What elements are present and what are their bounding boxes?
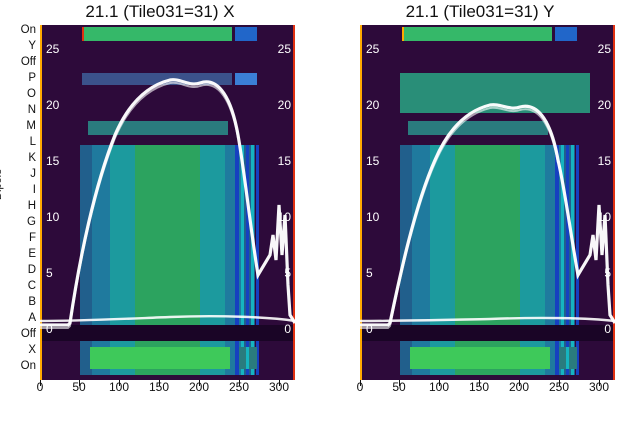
x-axis-ticks-y: 0 50 100 150 200 250 300 — [360, 380, 615, 400]
heatmap-plot-y[interactable]: 25 20 15 10 5 0 25 20 15 10 5 0 — [360, 25, 615, 380]
panel-y: 21.1 (Tile031=31) Y On Y Off P O ** N M … — [320, 0, 640, 440]
dipole-axis-label: Dipole — [0, 100, 4, 200]
row-labels-left-x: On Y Off P O N M L K J I H G F E D C B A… — [2, 25, 36, 380]
heatmap-plot-x[interactable]: 25 20 15 10 5 0 25 20 15 10 5 0 — [40, 25, 295, 380]
panel-x: 21.1 (Tile031=31) X On Y Off P O N M L K… — [0, 0, 320, 440]
panel-title-y: 21.1 (Tile031=31) Y — [320, 2, 640, 22]
x-axis-ticks-x: 0 50 100 150 200 250 300 — [40, 380, 295, 400]
panel-title-x: 21.1 (Tile031=31) X — [0, 2, 320, 22]
